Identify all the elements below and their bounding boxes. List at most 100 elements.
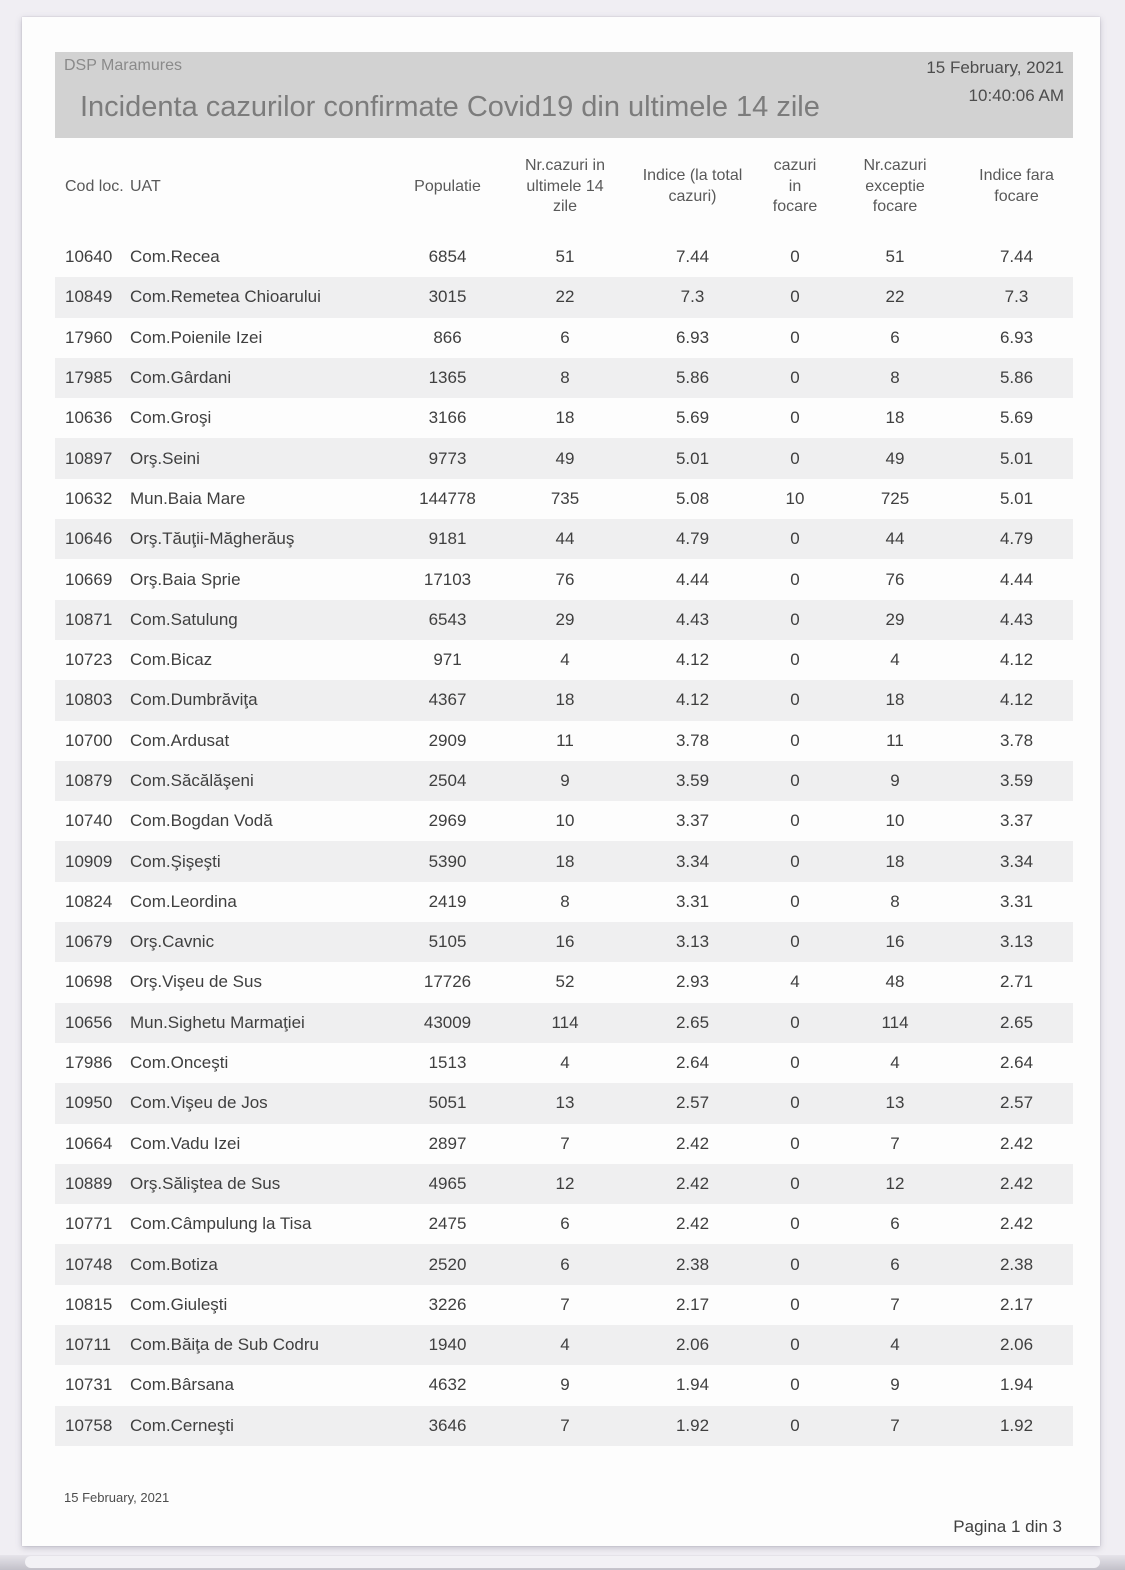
table-row: 17985 Com.Gârdani 1365 8 5.86 0 8 5.86 bbox=[55, 357, 1073, 399]
nr-cazuri-exceptie-focare-cell: 7 bbox=[890, 1294, 900, 1314]
populatie-cell: 43009 bbox=[423, 1012, 472, 1032]
indice-total-cazuri-cell: 7.44 bbox=[675, 247, 710, 267]
table-row: 10656 Mun.Sighetu Marmaţiei 43009 114 2.65 0 1… bbox=[55, 1002, 1073, 1043]
indice-total-cazuri-cell: 1.92 bbox=[675, 1415, 710, 1435]
cod-loc-cell: 10803 bbox=[65, 690, 113, 710]
nr-cazuri-exceptie-focare-cell: 8 bbox=[890, 368, 900, 388]
cazuri-in-focare-cell: 0 bbox=[790, 811, 800, 831]
table-row: 10909 Com.Şişeşti 5390 18 3.34 0 18 3.34 bbox=[55, 841, 1073, 882]
nr-cazuri-14-zile-cell: 735 bbox=[550, 488, 580, 508]
table-row: 10889 Orş.Săliştea de Sus 4965 12 2.42 0 12 2.4… bbox=[55, 1163, 1073, 1205]
cazuri-in-focare-cell: 0 bbox=[790, 1375, 800, 1395]
nr-cazuri-exceptie-focare-cell: 18 bbox=[885, 851, 905, 871]
indice-total-cazuri-cell: 4.79 bbox=[675, 529, 710, 549]
nr-cazuri-exceptie-focare-cell: 7 bbox=[890, 1415, 900, 1435]
cazuri-in-focare-cell: 0 bbox=[790, 1254, 800, 1274]
uat-name-cell: Com.Săcălăşeni bbox=[130, 771, 254, 790]
table-row: 10664 Com.Vadu Izei 2897 7 2.42 0 7 2.42 bbox=[55, 1124, 1073, 1164]
cazuri-in-focare-cell: 0 bbox=[790, 1093, 800, 1113]
indice-total-cazuri-cell: 3.37 bbox=[675, 811, 710, 831]
uat-name-cell: Com.Remetea Chioarului bbox=[130, 287, 321, 307]
table-row: 10646 Orş.Tăuţii-Măgherăuş 9181 44 4.79 0 44 4.… bbox=[55, 519, 1073, 560]
nr-cazuri-14-zile-cell: 8 bbox=[560, 368, 570, 388]
cazuri-in-focare-cell: 0 bbox=[790, 1415, 800, 1435]
table-row: 10815 Com.Giuleşti 3226 7 2.17 0 7 2.17 bbox=[55, 1285, 1073, 1325]
uat-name-cell: Com.Recea bbox=[130, 247, 220, 267]
cazuri-in-focare-cell: 10 bbox=[785, 488, 805, 508]
uat-name-cell: Com.Ardusat bbox=[130, 730, 230, 750]
cod-loc-cell: 10711 bbox=[65, 1335, 112, 1355]
populatie-cell: 5105 bbox=[428, 932, 467, 952]
populatie-cell: 6543 bbox=[428, 609, 467, 629]
cazuri-in-focare-cell: 0 bbox=[790, 448, 800, 468]
cod-loc-cell: 10740 bbox=[65, 811, 113, 831]
indice-fara-focare-cell: 4.12 bbox=[999, 690, 1034, 710]
cod-loc-cell: 10636 bbox=[65, 408, 113, 428]
uat-name-cell: Com.Câmpulung la Tisa bbox=[130, 1214, 312, 1234]
column-header-indice-fara-focare: Indice fara focare bbox=[979, 167, 1054, 205]
table-row: 10950 Com.Vişeu de Jos 5051 13 2.57 0 13 2.57 bbox=[55, 1083, 1073, 1124]
column-header-populatie: Populatie bbox=[414, 177, 481, 195]
cazuri-in-focare-cell: 0 bbox=[790, 1053, 800, 1073]
table-row: 10871 Com.Satulung 6543 29 4.43 0 29 4.43 bbox=[55, 599, 1073, 640]
cazuri-in-focare-cell: 0 bbox=[790, 1173, 800, 1193]
nr-cazuri-exceptie-focare-cell: 4 bbox=[890, 1335, 900, 1355]
populatie-cell: 4632 bbox=[428, 1375, 467, 1395]
nr-cazuri-exceptie-focare-cell: 29 bbox=[885, 609, 905, 629]
uat-name-cell: Com.Băiţa de Sub Codru bbox=[130, 1335, 319, 1355]
org-label: DSP Maramures bbox=[64, 57, 182, 74]
nr-cazuri-exceptie-focare-cell: 76 bbox=[885, 569, 905, 589]
cod-loc-cell: 10731 bbox=[65, 1375, 113, 1395]
indice-fara-focare-cell: 3.78 bbox=[999, 730, 1034, 750]
uat-name-cell: Com.Onceşti bbox=[130, 1053, 229, 1073]
uat-name-cell: Orş.Vişeu de Sus bbox=[130, 972, 262, 992]
indice-total-cazuri-cell: 2.64 bbox=[675, 1053, 710, 1073]
nr-cazuri-14-zile-cell: 6 bbox=[560, 1254, 570, 1274]
horizontal-scrollbar-thumb[interactable] bbox=[25, 1556, 1100, 1568]
uat-name-cell: Orş.Săliştea de Sus bbox=[130, 1173, 281, 1193]
horizontal-scrollbar-track[interactable] bbox=[0, 1555, 1125, 1570]
uat-name-cell: Com.Bicaz bbox=[130, 650, 213, 670]
indice-total-cazuri-cell: 4.12 bbox=[675, 690, 710, 710]
populatie-cell: 4367 bbox=[428, 690, 467, 710]
table-row: 17960 Com.Poienile Izei 866 6 6.93 0 6 6.93 bbox=[55, 318, 1073, 358]
nr-cazuri-14-zile-cell: 6 bbox=[560, 327, 570, 347]
indice-fara-focare-cell: 2.38 bbox=[999, 1254, 1034, 1274]
table-row: 10700 Com.Ardusat 2909 11 3.78 0 11 3.78 bbox=[55, 721, 1073, 761]
table-row: 10849 Com.Remetea Chioarului 3015 22 7.3 0 22 7… bbox=[55, 277, 1073, 318]
table-row: 17986 Com.Onceşti 1513 4 2.64 0 4 2.64 bbox=[55, 1043, 1073, 1083]
column-header-nr-cazuri-14-zile: Nr.cazuri in ultimele 14 zile bbox=[524, 156, 606, 216]
cod-loc-cell: 17986 bbox=[65, 1053, 113, 1073]
cazuri-in-focare-cell: 4 bbox=[790, 972, 800, 992]
nr-cazuri-exceptie-focare-cell: 16 bbox=[885, 932, 905, 952]
cod-loc-cell: 10824 bbox=[65, 891, 113, 911]
table-row: 10803 Com.Dumbrăviţa 4367 18 4.12 0 18 4.12 bbox=[55, 680, 1073, 721]
cod-loc-cell: 10771 bbox=[65, 1214, 113, 1234]
cazuri-in-focare-cell: 0 bbox=[790, 247, 800, 267]
populatie-cell: 2909 bbox=[428, 730, 467, 750]
uat-name-cell: Com.Bârsana bbox=[130, 1375, 234, 1395]
table-row: 10897 Orş.Seini 9773 49 5.01 0 49 5.01 bbox=[55, 438, 1073, 479]
column-header-uat-name: UAT bbox=[130, 177, 161, 195]
indice-total-cazuri-cell: 4.12 bbox=[675, 650, 710, 670]
cazuri-in-focare-cell: 0 bbox=[790, 287, 800, 307]
table-row: 10711 Com.Băiţa de Sub Codru 1940 4 2.06 0 4 2.… bbox=[55, 1325, 1073, 1366]
table-body: 10640 Com.Recea 6854 51 7.44 0 51 7.44 10849 Com.… bbox=[55, 237, 1073, 1446]
indice-fara-focare-cell: 3.31 bbox=[999, 891, 1034, 911]
indice-total-cazuri-cell: 3.59 bbox=[675, 771, 710, 790]
report-time: 10:40:06 AM bbox=[968, 86, 1064, 105]
uat-name-cell: Com.Vadu Izei bbox=[130, 1133, 241, 1153]
table-row: 10879 Com.Săcălăşeni 2504 9 3.59 0 9 3.59 bbox=[55, 760, 1073, 802]
column-header-cod-loc: Cod loc. bbox=[65, 177, 124, 195]
indice-fara-focare-cell: 4.43 bbox=[999, 609, 1034, 629]
footer-date: 15 February, 2021 bbox=[64, 1490, 170, 1505]
cod-loc-cell: 10889 bbox=[65, 1173, 113, 1193]
cazuri-in-focare-cell: 0 bbox=[790, 408, 800, 428]
nr-cazuri-14-zile-cell: 10 bbox=[555, 811, 575, 831]
cazuri-in-focare-cell: 0 bbox=[790, 529, 800, 549]
nr-cazuri-exceptie-focare-cell: 114 bbox=[881, 1012, 909, 1032]
indice-fara-focare-cell: 2.71 bbox=[999, 972, 1034, 992]
cod-loc-cell: 10664 bbox=[65, 1133, 113, 1153]
nr-cazuri-exceptie-focare-cell: 9 bbox=[890, 1375, 900, 1395]
populatie-cell: 2419 bbox=[428, 891, 467, 911]
